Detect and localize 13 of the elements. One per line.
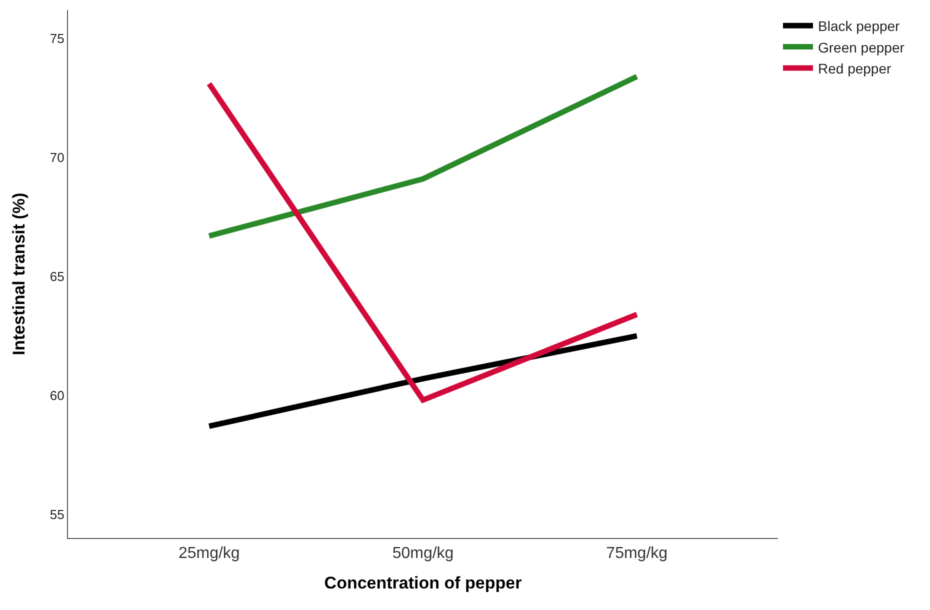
legend-label: Red pepper — [818, 60, 892, 76]
x-axis-title: Concentration of pepper — [324, 574, 522, 593]
y-tick-label: 75 — [50, 31, 64, 46]
legend-label: Green pepper — [818, 39, 905, 56]
y-tick-label: 65 — [50, 268, 64, 284]
x-tick-label: 50mg/kg — [392, 545, 454, 562]
y-tick-label: 55 — [50, 506, 64, 522]
y-tick-label: 70 — [50, 150, 64, 166]
legend-label: Black pepper — [818, 18, 900, 34]
y-axis-title: Intestinal transit (%) — [9, 192, 28, 356]
x-tick-label: 25mg/kg — [178, 545, 240, 562]
y-tick-label: 60 — [50, 388, 64, 403]
x-tick-label: 75mg/kg — [606, 545, 668, 562]
